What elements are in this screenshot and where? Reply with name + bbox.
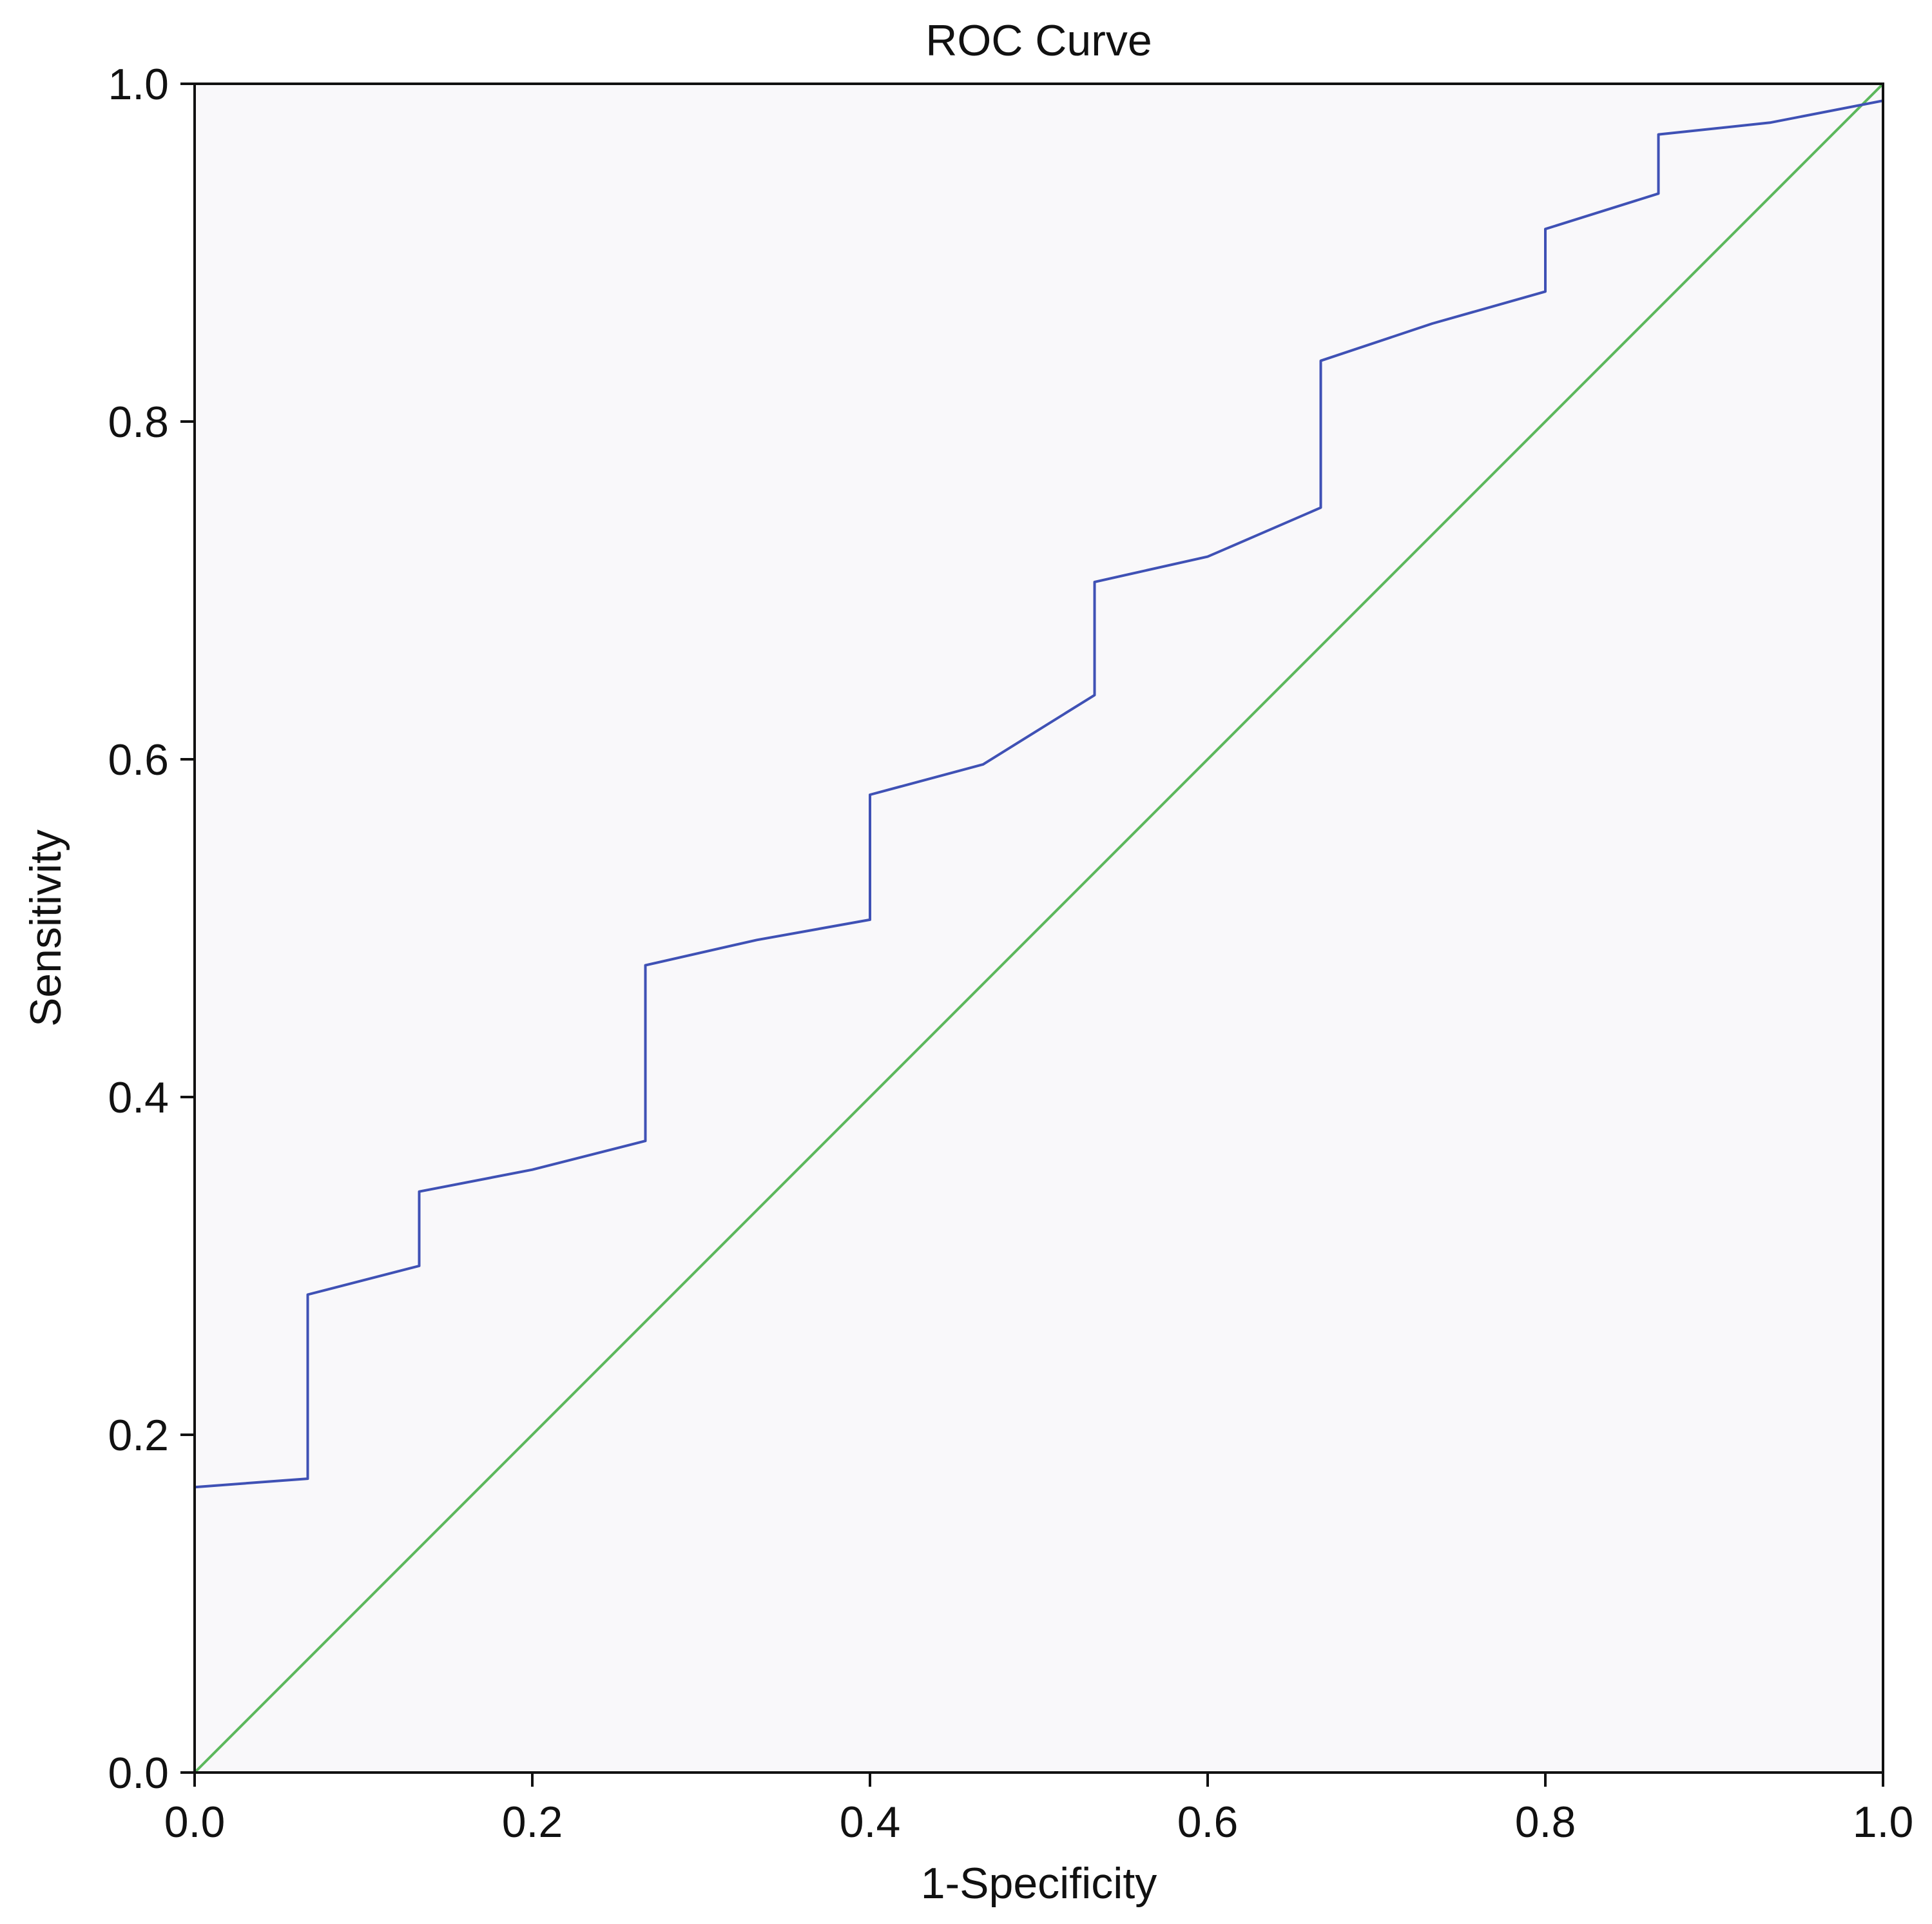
x-tick-label: 0.6 [1177, 1798, 1239, 1847]
y-tick-label: 0.8 [108, 398, 169, 447]
y-axis-title: Sensitivity [21, 830, 70, 1027]
y-tick-label: 0.2 [108, 1411, 169, 1460]
series-layer [193, 83, 1884, 1774]
y-axis-ticks: 0.0 0.2 0.4 0.6 0.8 1.0 [108, 60, 195, 1798]
y-tick-label: 0.4 [108, 1073, 169, 1122]
x-tick-label: 0.4 [840, 1798, 901, 1847]
x-tick-label: 0.0 [164, 1798, 226, 1847]
y-tick-label: 1.0 [108, 60, 169, 109]
x-tick-label: 0.2 [502, 1798, 563, 1847]
roc-curve-line [193, 99, 1884, 1774]
chart-title: ROC Curve [925, 16, 1152, 65]
y-tick-label: 0.6 [108, 735, 169, 784]
plot-frame [193, 83, 1884, 1774]
y-tick-label: 0.0 [108, 1749, 169, 1798]
x-tick-label: 0.8 [1515, 1798, 1576, 1847]
x-tick-label: 1.0 [1853, 1798, 1914, 1847]
reference-diagonal-line [193, 83, 1884, 1774]
x-axis-title: 1-Specificity [921, 1859, 1157, 1908]
x-axis-ticks: 0.0 0.2 0.4 0.6 0.8 1.0 [164, 1773, 1914, 1847]
